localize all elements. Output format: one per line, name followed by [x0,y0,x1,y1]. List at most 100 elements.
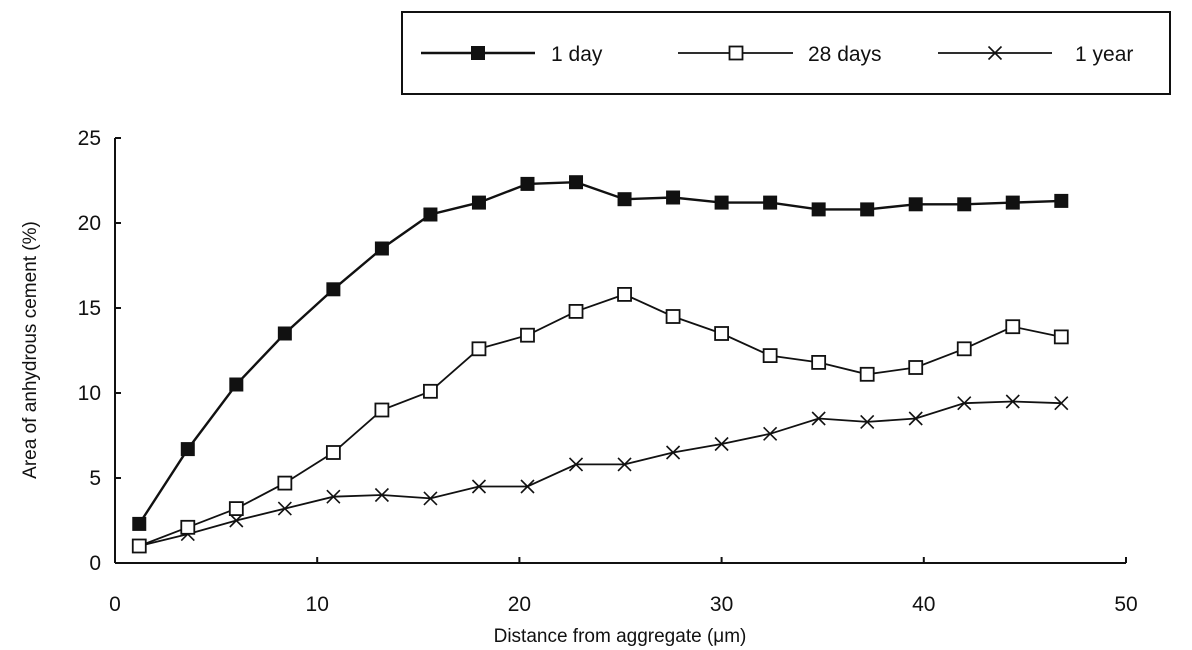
x-tick-label: 10 [306,593,329,616]
y-tick-label: 25 [78,127,101,150]
data-point-28-days [859,366,875,382]
data-point-28-days [811,354,827,370]
cross-stroke [326,489,341,504]
series-line-28-days [138,293,1062,547]
series-layer [131,175,1069,554]
data-point-28-days [277,475,293,491]
data-point-1-day [569,175,584,190]
legend-marker-28-days [728,45,744,61]
data-point-1-year [714,436,729,452]
data-point-28-days [374,402,390,418]
cross-stroke [568,457,584,472]
data-point-1-day [908,197,923,212]
data-point-1-year [860,414,875,429]
data-point-28-days [956,341,972,357]
data-point-1-day [374,241,389,256]
data-point-1-year [471,479,487,494]
cross-stroke [987,45,1003,61]
cross-stroke [714,436,729,452]
data-point-28-days [568,303,584,319]
data-point-1-year [666,445,681,460]
data-point-28-days [325,445,341,460]
data-point-1-year [1005,394,1020,409]
data-point-28-days [1053,329,1069,345]
data-point-1-year [229,513,244,528]
data-point-1-day [520,176,535,191]
data-point-1-day [423,207,438,222]
data-point-28-days [180,519,196,535]
data-point-1-day [617,192,632,207]
cross-stroke [520,479,535,494]
x-tick-label: 40 [912,593,935,616]
legend-marker-1-year [987,45,1003,61]
y-tick-label: 15 [78,297,101,320]
cross-stroke [423,491,438,506]
axes [114,138,1126,564]
series-28-days [131,286,1069,554]
data-point-1-day [277,326,292,341]
cross-stroke [666,445,681,460]
data-point-1-year [423,491,438,506]
data-point-1-year [277,501,292,516]
data-point-28-days [714,326,729,341]
x-axis-title: Distance from aggregate (μm) [494,626,747,647]
x-tick-label: 0 [109,593,121,616]
data-point-28-days [762,348,778,364]
cross-stroke [763,426,778,441]
legend-label: 28 days [808,43,882,66]
data-point-1-year [326,489,341,504]
x-tick-label: 50 [1114,593,1137,616]
legend: 1 day 28 days 1 year [401,11,1171,95]
cross-stroke [860,414,875,429]
legend-entry-1-day: 1 day [421,43,603,66]
data-point-28-days [665,309,681,324]
series-line-1-year [139,400,1062,547]
data-point-1-day [1005,195,1020,210]
data-point-1-year [908,411,923,426]
data-point-1-day [1054,193,1069,208]
data-point-1-year [1054,396,1069,411]
series-1-day [132,175,1069,531]
cross-stroke [957,396,972,411]
data-point-1-day [471,195,486,210]
cross-stroke [374,487,389,503]
data-point-1-year [617,457,632,472]
data-point-1-day [229,377,244,392]
y-tick-label: 0 [89,552,101,575]
data-point-1-year [957,396,972,411]
data-point-1-year [520,479,535,494]
data-point-1-year [568,457,584,472]
data-point-1-year [374,487,389,503]
cross-stroke [277,501,292,516]
data-point-28-days [228,501,244,517]
data-point-28-days [617,286,632,302]
data-point-28-days [131,538,147,554]
legend-entry-1-year: 1 year [938,43,1133,66]
cross-stroke [471,479,487,494]
cross-stroke [229,513,244,528]
legend-label: 1 year [1075,43,1133,66]
cross-stroke [811,411,826,426]
data-point-28-days [423,383,438,399]
data-point-1-day [860,202,875,217]
cross-stroke [617,457,632,472]
data-point-28-days [1005,319,1021,335]
legend-marker-1-day [471,46,485,60]
series-line-1-day [138,180,1062,525]
y-tick-label: 10 [78,382,101,405]
y-axis-title: Area of anhydrous cement (%) [20,221,41,479]
data-point-1-day [763,195,778,210]
cross-stroke [1005,394,1020,409]
x-tick-label: 20 [508,593,531,616]
data-point-1-day [326,282,341,297]
y-tick-label: 20 [78,212,101,235]
data-point-28-days [471,341,487,357]
y-ticks: 0 5 10 15 20 25 [78,127,121,575]
data-point-1-day [180,442,195,457]
data-point-1-day [714,195,729,210]
data-point-28-days [520,327,535,343]
cross-stroke [908,411,923,426]
series-1-year [132,394,1069,554]
data-point-1-year [811,411,826,426]
data-point-1-day [666,190,681,205]
